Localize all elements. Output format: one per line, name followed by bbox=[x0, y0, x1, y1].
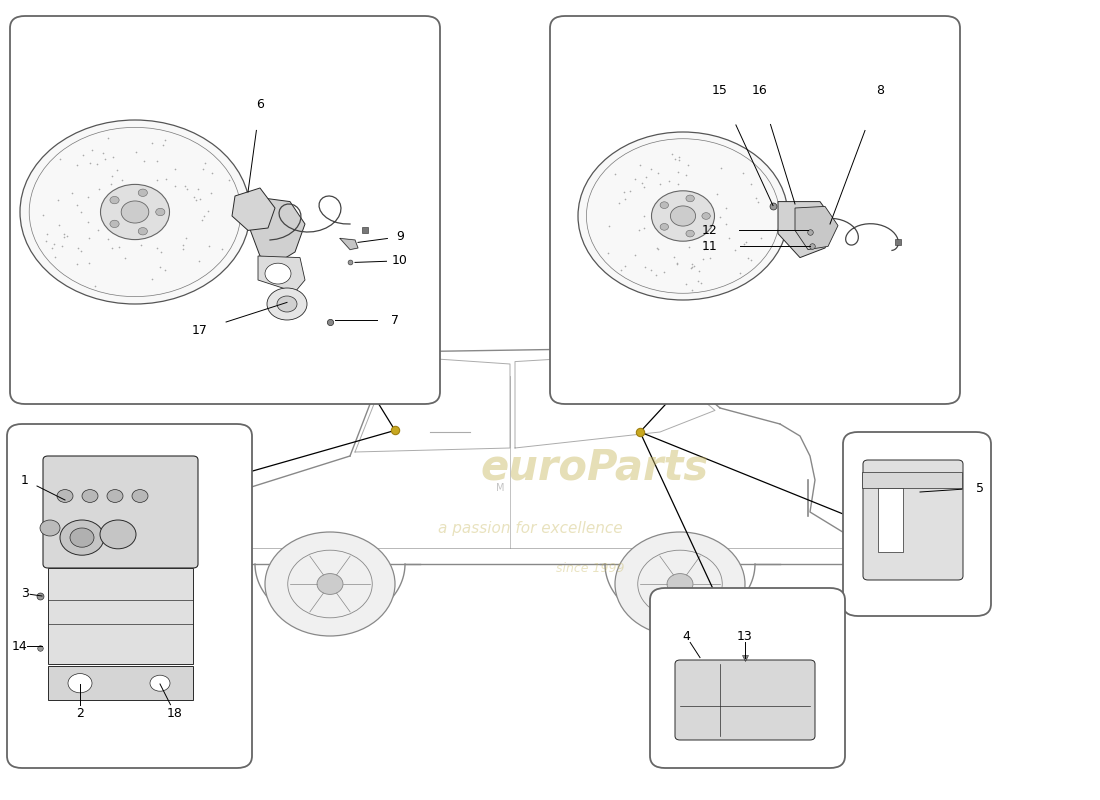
Polygon shape bbox=[340, 238, 358, 250]
FancyBboxPatch shape bbox=[7, 424, 252, 768]
Circle shape bbox=[110, 197, 119, 204]
Circle shape bbox=[68, 674, 92, 693]
FancyBboxPatch shape bbox=[43, 456, 198, 568]
Circle shape bbox=[110, 220, 119, 227]
Text: 2: 2 bbox=[76, 707, 84, 720]
Circle shape bbox=[40, 520, 60, 536]
Text: euroParts: euroParts bbox=[481, 447, 710, 489]
Circle shape bbox=[686, 195, 694, 202]
Circle shape bbox=[60, 520, 104, 555]
FancyBboxPatch shape bbox=[550, 16, 960, 404]
FancyBboxPatch shape bbox=[650, 588, 845, 768]
Text: 14: 14 bbox=[12, 640, 28, 653]
Polygon shape bbox=[795, 206, 838, 250]
Text: 12: 12 bbox=[702, 224, 718, 237]
Circle shape bbox=[132, 490, 148, 502]
Circle shape bbox=[100, 520, 136, 549]
FancyBboxPatch shape bbox=[864, 460, 962, 580]
Text: 17: 17 bbox=[192, 324, 208, 337]
FancyBboxPatch shape bbox=[862, 472, 962, 488]
Text: 10: 10 bbox=[392, 254, 408, 267]
Circle shape bbox=[156, 208, 165, 216]
Circle shape bbox=[139, 227, 147, 235]
Text: 7: 7 bbox=[390, 314, 399, 326]
Polygon shape bbox=[248, 196, 305, 262]
Circle shape bbox=[265, 263, 292, 284]
FancyBboxPatch shape bbox=[10, 16, 440, 404]
Circle shape bbox=[651, 190, 715, 242]
Circle shape bbox=[267, 288, 307, 320]
Circle shape bbox=[70, 528, 94, 547]
Circle shape bbox=[660, 202, 669, 209]
Text: since 1999: since 1999 bbox=[556, 562, 625, 574]
Circle shape bbox=[82, 490, 98, 502]
Text: 16: 16 bbox=[752, 84, 768, 97]
FancyBboxPatch shape bbox=[48, 568, 192, 664]
FancyBboxPatch shape bbox=[675, 660, 815, 740]
Text: 15: 15 bbox=[712, 84, 728, 97]
Text: 6: 6 bbox=[256, 98, 264, 110]
Text: 4: 4 bbox=[682, 630, 690, 642]
Text: 13: 13 bbox=[737, 630, 752, 642]
Circle shape bbox=[20, 120, 250, 304]
Circle shape bbox=[667, 574, 693, 594]
FancyBboxPatch shape bbox=[878, 488, 903, 552]
Circle shape bbox=[702, 213, 711, 219]
Circle shape bbox=[150, 675, 170, 691]
FancyBboxPatch shape bbox=[48, 666, 192, 700]
Circle shape bbox=[265, 532, 395, 636]
Circle shape bbox=[121, 201, 148, 223]
Text: 18: 18 bbox=[167, 707, 183, 720]
Circle shape bbox=[107, 490, 123, 502]
Circle shape bbox=[660, 223, 669, 230]
Circle shape bbox=[277, 296, 297, 312]
Text: 9: 9 bbox=[396, 230, 404, 243]
Text: 11: 11 bbox=[702, 240, 718, 253]
Circle shape bbox=[100, 184, 169, 240]
Text: a passion for excellence: a passion for excellence bbox=[438, 521, 623, 535]
Circle shape bbox=[670, 206, 695, 226]
Circle shape bbox=[615, 532, 745, 636]
Text: 5: 5 bbox=[976, 482, 984, 494]
Circle shape bbox=[317, 574, 343, 594]
Text: 3: 3 bbox=[21, 587, 29, 600]
Text: M: M bbox=[496, 483, 504, 493]
Polygon shape bbox=[258, 256, 305, 292]
Text: 1: 1 bbox=[21, 474, 29, 486]
Polygon shape bbox=[778, 202, 835, 258]
Circle shape bbox=[57, 490, 73, 502]
Circle shape bbox=[139, 189, 147, 197]
FancyBboxPatch shape bbox=[843, 432, 991, 616]
Text: 8: 8 bbox=[876, 84, 884, 97]
Polygon shape bbox=[232, 188, 275, 230]
Circle shape bbox=[686, 230, 694, 237]
Circle shape bbox=[578, 132, 788, 300]
